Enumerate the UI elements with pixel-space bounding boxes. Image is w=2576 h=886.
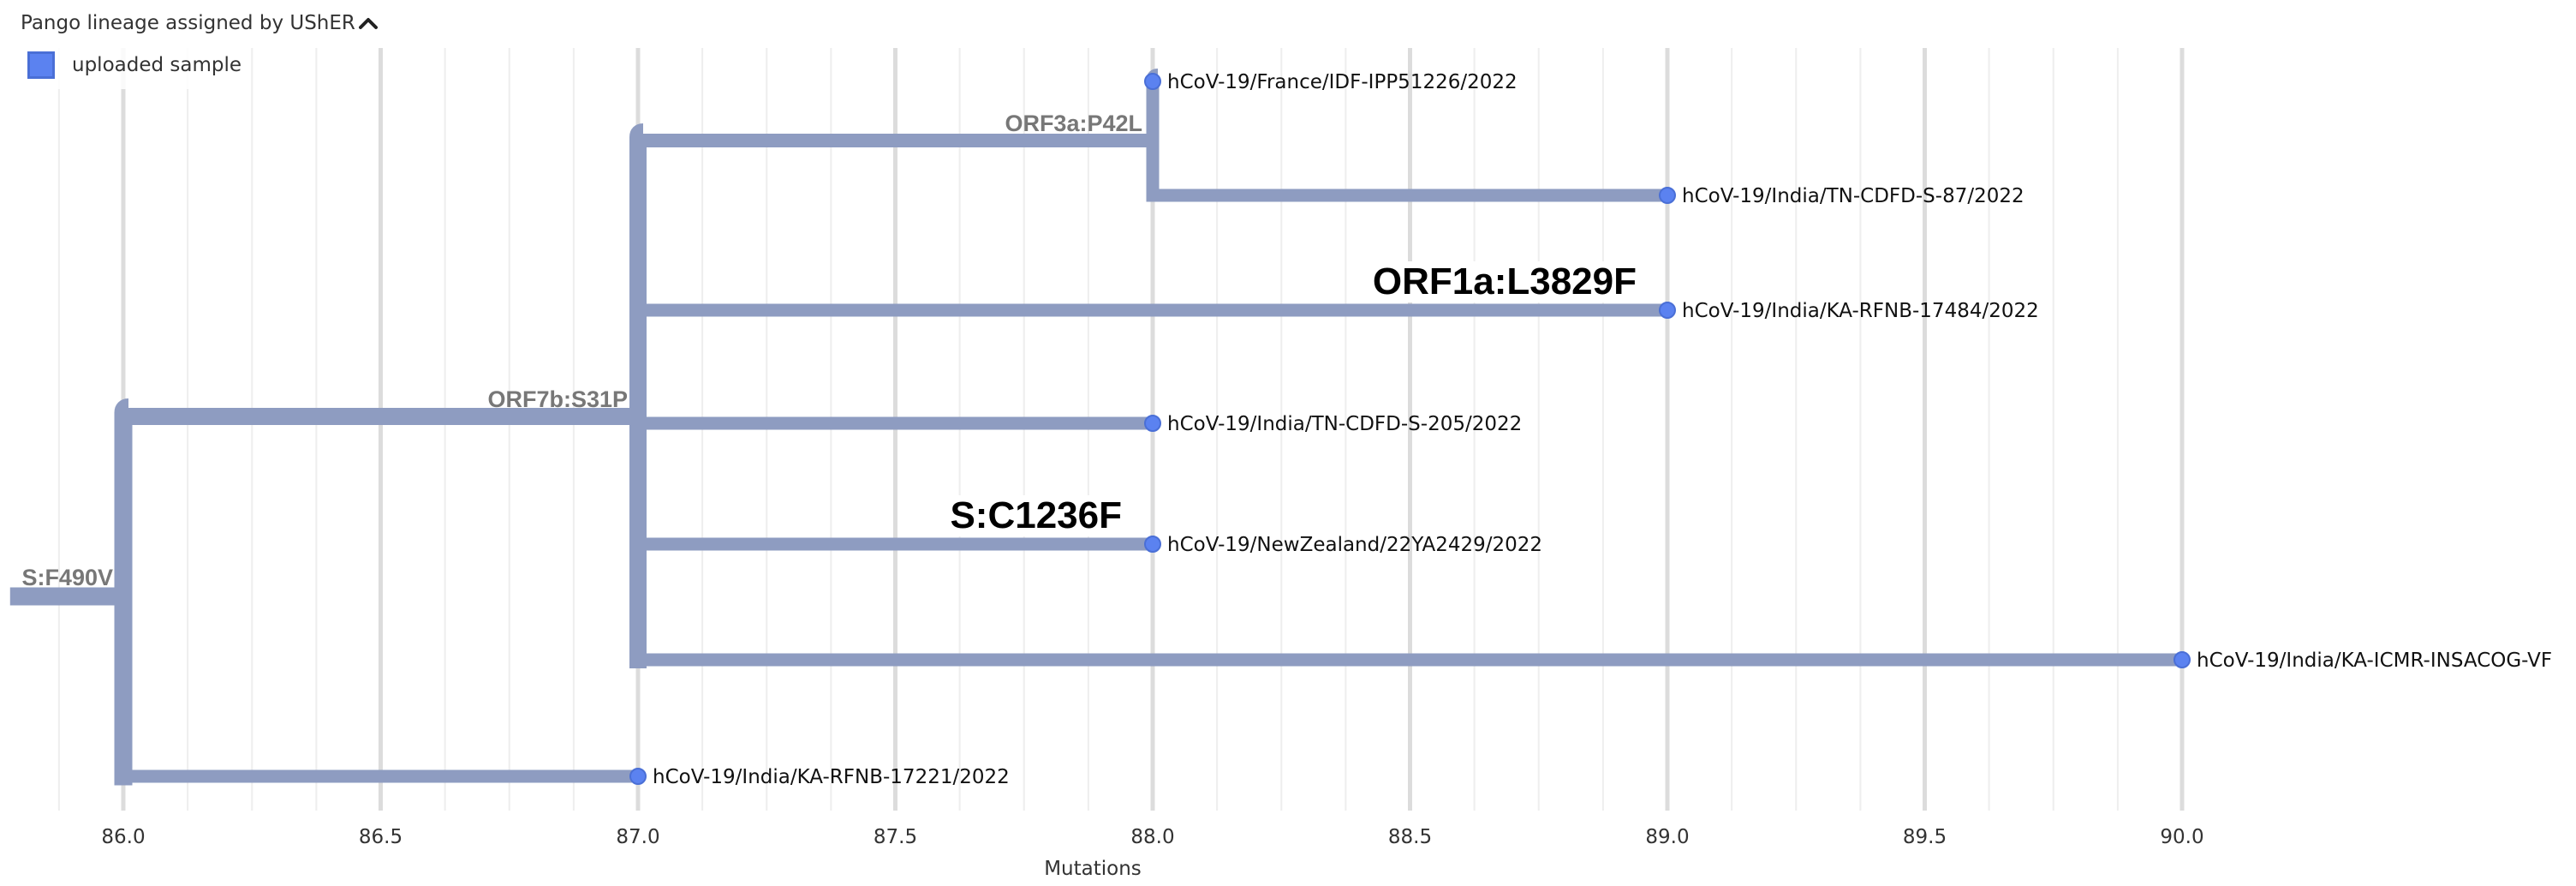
chevron-up-icon[interactable] bbox=[358, 16, 378, 30]
legend-item-label: uploaded sample bbox=[72, 54, 242, 76]
sample-node-dot-icon[interactable] bbox=[1144, 536, 1161, 553]
mutation-label-highlight: ORF1a:L3829F bbox=[1373, 260, 1637, 302]
sample-node-dot-icon[interactable] bbox=[1659, 187, 1676, 204]
legend: Pango lineage assigned by UShER uploaded… bbox=[0, 0, 402, 89]
axis-tick-label: 88.5 bbox=[1388, 826, 1432, 848]
axis-tick-label: 86.0 bbox=[101, 826, 145, 848]
leaf-label[interactable]: hCoV-19/NewZealand/22YA2429/2022 bbox=[1167, 534, 1542, 556]
axis-tick-label: 87.5 bbox=[874, 826, 917, 848]
axis-tick-label: 89.0 bbox=[1645, 826, 1689, 848]
axis-tick-label: 86.5 bbox=[359, 826, 402, 848]
mutation-label-highlight: S:C1236F bbox=[950, 494, 1122, 536]
tree-branches bbox=[9, 69, 2182, 786]
branch-stem-n88 bbox=[1146, 69, 1160, 202]
mutation-label-root: S:F490V bbox=[21, 565, 113, 590]
x-axis: 86.0 86.5 87.0 87.5 88.0 88.5 89.0 89.5 90.0 Muta… bbox=[101, 826, 2203, 880]
mutation-label-n87: ORF7b:S31P bbox=[487, 386, 628, 412]
axis-tick-label: 88.0 bbox=[1130, 826, 1174, 848]
axis-tick-label: 90.0 bbox=[2160, 826, 2203, 848]
leaf-label[interactable]: hCoV-19/India/TN-CDFD-S-205/2022 bbox=[1167, 413, 1522, 435]
sample-node-dot-icon[interactable] bbox=[1144, 415, 1161, 432]
axis-tick-label: 89.5 bbox=[1903, 826, 1947, 848]
legend-toggle[interactable]: Pango lineage assigned by UShER bbox=[21, 12, 378, 34]
leaf-label[interactable]: hCoV-19/India/TN-CDFD-S-87/2022 bbox=[1682, 185, 2024, 207]
axis-title: Mutations bbox=[1044, 858, 1142, 880]
branch-stem-n87 bbox=[629, 123, 647, 668]
mutation-label-bg bbox=[944, 495, 1142, 536]
legend-title: Pango lineage assigned by UShER bbox=[21, 12, 355, 34]
axis-tick-label: 87.0 bbox=[616, 826, 659, 848]
mutation-label-bg bbox=[1369, 261, 1657, 302]
leaf-label[interactable]: hCoV-19/India/KA-RFNB-17484/2022 bbox=[1682, 300, 2039, 322]
legend-swatch-square-icon bbox=[27, 51, 55, 79]
leaf-label[interactable]: hCoV-19/India/KA-RFNB-17221/2022 bbox=[653, 766, 1010, 788]
mutation-labels: S:F490V ORF7b:S31P ORF3a:P42L ORF1a:L3829F S… bbox=[21, 111, 1657, 590]
branch-stem-n86 bbox=[114, 398, 133, 786]
sample-node-dot-icon[interactable] bbox=[1144, 73, 1161, 90]
legend-item-uploaded-sample[interactable]: uploaded sample bbox=[27, 51, 242, 79]
leaf-nodes: hCoV-19/France/IDF-IPP51226/2022 hCoV-19/… bbox=[629, 71, 2552, 788]
sample-node-dot-icon[interactable] bbox=[629, 768, 647, 785]
sample-node-dot-icon[interactable] bbox=[2174, 651, 2191, 668]
sample-node-dot-icon[interactable] bbox=[1659, 302, 1676, 319]
leaf-label[interactable]: hCoV-19/France/IDF-IPP51226/2022 bbox=[1167, 71, 1518, 93]
leaf-label[interactable]: hCoV-19/India/KA-ICMR-INSACOG-VF bbox=[2197, 650, 2552, 672]
mutation-label-n88: ORF3a:P42L bbox=[1005, 111, 1142, 136]
